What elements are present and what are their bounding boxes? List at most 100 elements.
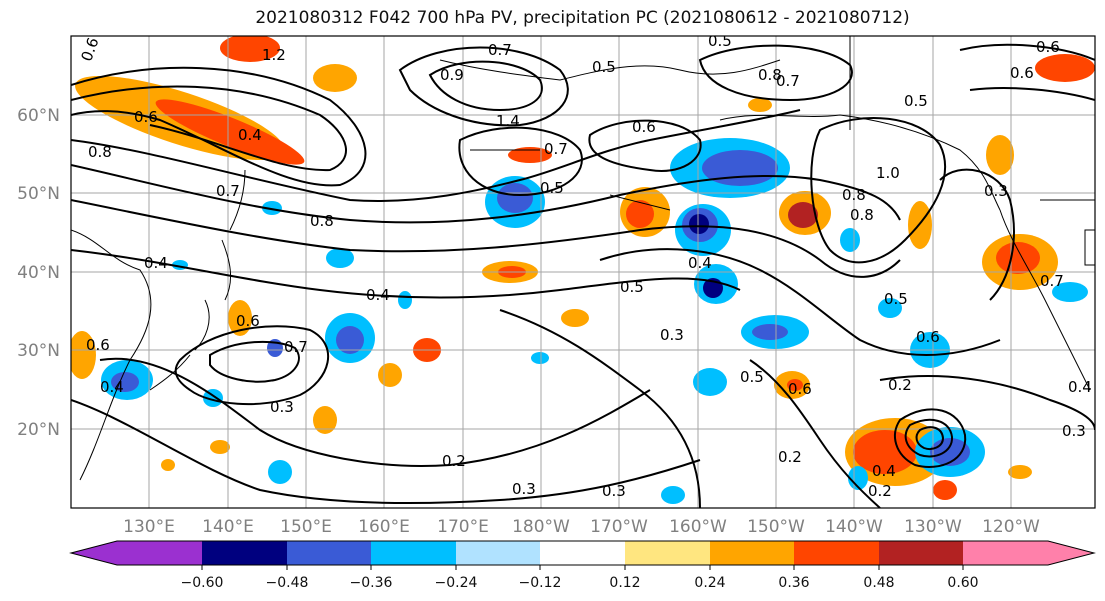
precip-positive-area [313,64,357,92]
lon-label-120w: 120°W [982,517,1040,537]
precip-negative-area [752,324,788,340]
precip-positive-area [155,99,305,165]
contour-label: 0.6 [916,328,940,346]
lon-label-130w: 130°W [904,517,962,537]
colorbar: −0.60 −0.48 −0.36 −0.24 −0.12 0.12 0.24 … [69,540,1096,591]
contour-label: 0.7 [488,41,512,59]
precip-positive-area [228,300,252,336]
contour-label: 0.6 [632,118,656,136]
precip-positive-area [787,379,803,391]
contour-label: 0.7 [1040,272,1064,290]
contour-label: 0.4 [872,462,896,480]
contour-label: 0.2 [888,376,912,394]
precip-positive-area [626,200,654,228]
contour-label: 0.5 [904,92,928,110]
colorbar-tick-label: 0.60 [947,575,978,591]
pv-contours [71,43,1095,508]
contour-label: 1.2 [262,46,286,64]
precip-negative-area [336,326,364,354]
contour-label: 0.8 [310,212,334,230]
lon-label-140w: 140°W [825,517,883,537]
colorbar-tick-label: 0.48 [863,575,894,591]
colorbar-bin [710,541,794,565]
contour-label: 0.5 [740,368,764,386]
colorbar-bin [879,541,963,565]
precip-negative-area [878,298,902,318]
lon-label-160e: 160°E [358,517,410,537]
precip-positive-area [986,135,1014,175]
contour-label: 0.4 [688,254,712,272]
contour-labels: 0.6 1.2 0.7 0.5 0.6 0.8 0.7 0.5 0.6 0.6 … [77,32,1092,500]
precip-negative-area [689,214,709,234]
colorbar-bin [287,541,371,565]
map-panel: 0.6 1.2 0.7 0.5 0.6 0.8 0.7 0.5 0.6 0.6 … [71,32,1095,508]
colorbar-tick-label: −0.48 [266,575,309,591]
colorbar-bin [963,541,1048,565]
contour-label: 0.5 [708,32,732,50]
lat-label-20n: 20°N [17,420,60,440]
precip-positive-area [220,36,280,62]
colorbar-tick-label: −0.60 [181,575,224,591]
colorbar-lower-extension [71,541,117,565]
lat-label-60n: 60°N [17,106,60,126]
colorbar-tick-label: −0.36 [350,575,393,591]
contour-label: 0.2 [778,448,802,466]
precip-positive-area [313,406,337,434]
lon-label-180w: 180°W [512,517,570,537]
contour-label: 0.3 [660,326,684,344]
contour-label: 0.4 [1068,378,1092,396]
map-title: 2021080312 F042 700 hPa PV, precipitatio… [255,8,910,28]
contour-label: 0.3 [512,480,536,498]
colorbar-tick-label: −0.12 [519,575,562,591]
map-frame [70,35,1096,509]
colorbar-bin [794,541,879,565]
precip-negative-area [1052,282,1088,302]
lon-label-150e: 150°E [280,517,332,537]
longitude-labels: 130°E 140°E 150°E 160°E 170°E 180°W 170°… [123,517,1040,537]
contour-label: 0.4 [238,126,262,144]
colorbar-bin [371,541,456,565]
contour-label: 0.6 [86,336,110,354]
precip-positive-area [561,309,589,327]
colorbar-tick-label: 0.36 [778,575,809,591]
contour-label: 0.5 [592,58,616,76]
contour-label: 0.7 [776,72,800,90]
colorbar-bin [540,541,625,565]
colorbar-bin [117,541,202,565]
lon-label-150w: 150°W [747,517,805,537]
contour-label: 0.5 [884,290,908,308]
precip-positive-area [161,459,175,471]
lon-label-170e: 170°E [437,517,489,537]
precip-positive-area [378,363,402,387]
lon-label-130e: 130°E [123,517,175,537]
latitude-labels: 60°N 50°N 40°N 30°N 20°N [17,106,60,440]
contour-label: 0.7 [544,140,568,158]
precip-positive-area [1008,465,1032,479]
colorbar-upper-extension [1048,541,1094,565]
lat-label-40n: 40°N [17,263,60,283]
contour-label: 0.8 [842,186,866,204]
colorbar-tick-label: −0.24 [435,575,478,591]
colorbar-bin [625,541,710,565]
colorbar-outline [69,540,1096,566]
contour-label: 0.9 [440,66,464,84]
precip-negative-area [702,150,778,186]
contour-label: 0.6 [788,380,812,398]
colorbar-tick-label: 0.24 [694,575,725,591]
precip-positive-area [748,98,772,112]
lon-label-140e: 140°E [202,517,254,537]
precip-positive-area [853,430,917,474]
contour-label: 0.7 [284,338,308,356]
contour-label: 1.4 [496,112,520,130]
graticule [71,36,1095,508]
contour-label: 0.8 [88,143,112,161]
lat-label-50n: 50°N [17,184,60,204]
precip-positive-area [1035,54,1095,82]
precip-negative-area [531,352,549,364]
contour-label: 0.3 [984,182,1008,200]
colorbar-bin [456,541,540,565]
lon-label-170w: 170°W [590,517,648,537]
precip-negative-area [693,368,727,396]
precip-negative-area [203,389,223,407]
